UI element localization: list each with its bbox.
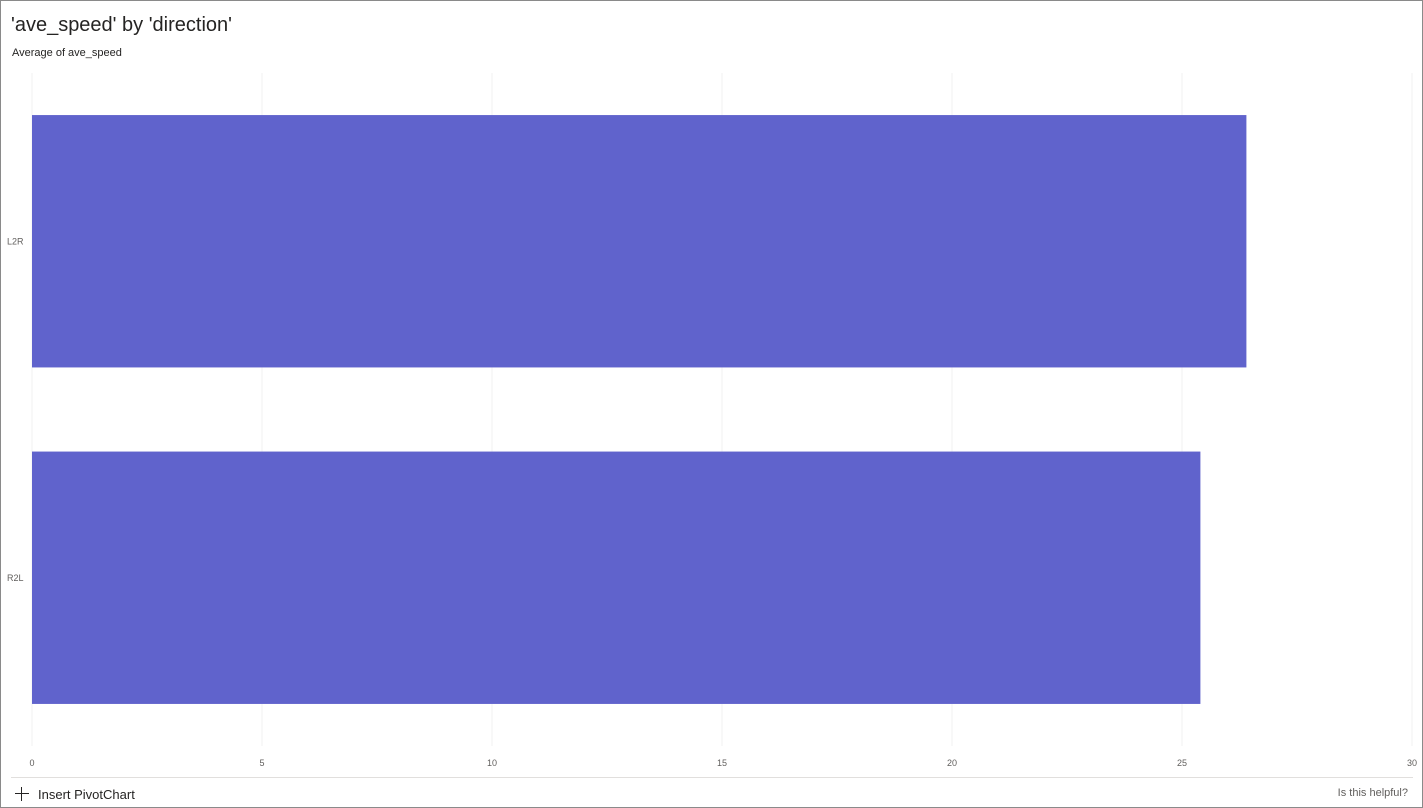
x-tick-label: 10 [487,758,497,768]
chart-subtitle: Average of ave_speed [12,47,122,59]
x-tick-label: 5 [259,758,264,768]
bar-r2l [32,451,1201,704]
category-label: L2R [7,236,24,246]
bar-chart: 0 5 10 15 20 25 30 L2R R2L [7,73,1417,768]
insert-pivotchart-label: Insert PivotChart [38,786,135,802]
category-label: R2L [7,573,24,583]
x-tick-label: 20 [947,758,957,768]
x-tick-label: 15 [717,758,727,768]
plus-icon [15,787,29,801]
bar-l2r [32,115,1247,368]
x-tick-label: 30 [1407,758,1417,768]
chart-title: 'ave_speed' by 'direction' [11,14,232,36]
footer-divider [11,777,1413,778]
x-tick-label: 0 [29,758,34,768]
insert-pivotchart-button[interactable]: Insert PivotChart [15,785,135,803]
x-tick-label: 25 [1177,758,1187,768]
is-this-helpful-link[interactable]: Is this helpful? [1337,787,1408,799]
